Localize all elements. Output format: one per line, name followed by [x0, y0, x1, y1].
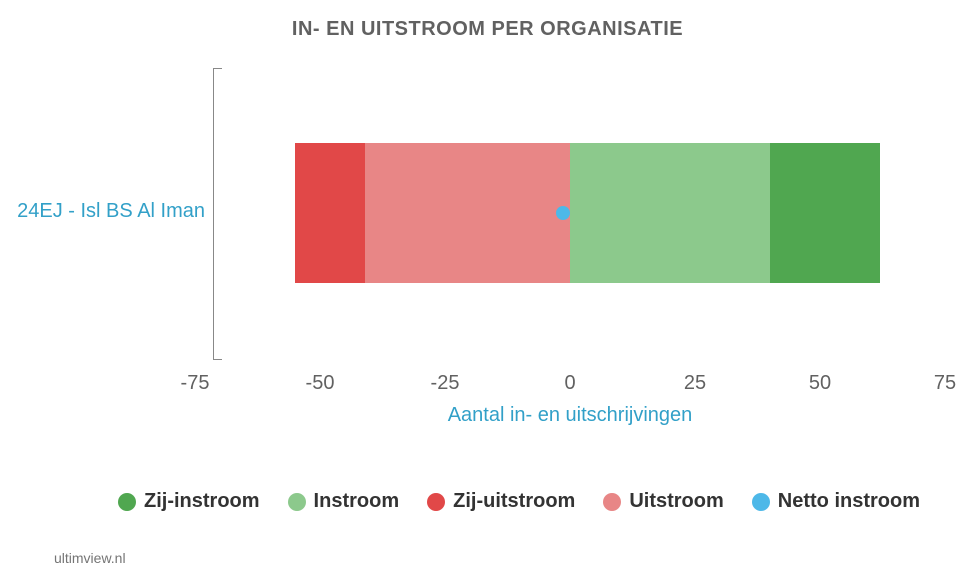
bar-segment-uitstroom: [365, 143, 570, 282]
legend-swatch: [427, 493, 445, 511]
legend-label: Zij-instroom: [144, 490, 260, 513]
legend-label: Zij-uitstroom: [453, 490, 575, 513]
x-tick-label: -50: [306, 372, 335, 395]
bar-row: [195, 143, 945, 282]
legend-label: Uitstroom: [629, 490, 723, 513]
legend-label: Netto instroom: [778, 490, 920, 513]
legend-item: Netto instroom: [752, 490, 920, 513]
x-tick-label: -75: [181, 372, 210, 395]
legend-item: Zij-instroom: [118, 490, 260, 513]
source-label: ultimview.nl: [54, 550, 126, 566]
legend-swatch: [603, 493, 621, 511]
legend-item: Zij-uitstroom: [427, 490, 575, 513]
x-tick-label: 50: [809, 372, 831, 395]
x-tick-label: 0: [564, 372, 575, 395]
x-tick-label: -25: [431, 372, 460, 395]
bar-segment-instroom: [570, 143, 770, 282]
x-tick-label: 25: [684, 372, 706, 395]
legend-swatch: [288, 493, 306, 511]
bar-segment-zij-uitstroom: [295, 143, 365, 282]
plot-area: [195, 68, 945, 358]
x-axis-label: Aantal in- en uitschrijvingen: [195, 404, 945, 427]
legend-item: Instroom: [288, 490, 400, 513]
chart-container: IN- EN UITSTROOM PER ORGANISATIE 24EJ - …: [0, 0, 975, 576]
chart-title: IN- EN UITSTROOM PER ORGANISATIE: [0, 18, 975, 41]
legend: Zij-instroom Instroom Zij-uitstroom Uitstro…: [118, 490, 938, 513]
bar-segment-zij-instroom: [770, 143, 880, 282]
legend-swatch: [752, 493, 770, 511]
legend-swatch: [118, 493, 136, 511]
legend-item: Uitstroom: [603, 490, 723, 513]
legend-label: Instroom: [314, 490, 400, 513]
netto-instroom-marker: [556, 206, 570, 220]
x-tick-label: 75: [934, 372, 956, 395]
y-category-label: 24EJ - Isl BS Al Iman: [15, 200, 205, 223]
